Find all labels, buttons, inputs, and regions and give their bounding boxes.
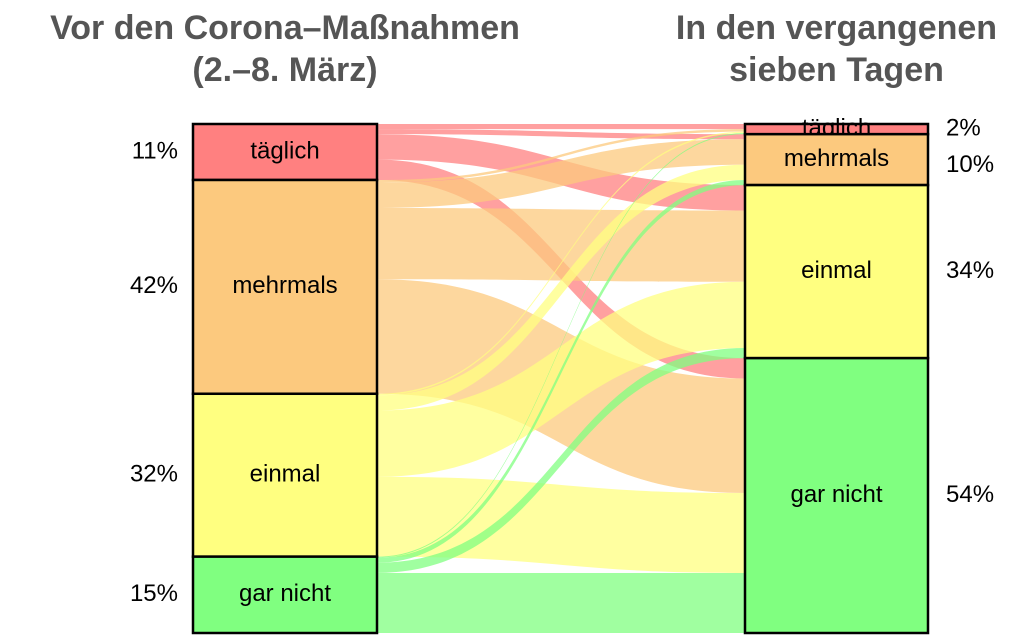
flow [377, 179, 745, 563]
value-label: 42% [130, 272, 178, 299]
stage-block [743, 132, 930, 187]
category-label: einmal [250, 461, 321, 488]
flow [377, 164, 745, 411]
stage-title: sieben Tagen [729, 51, 944, 89]
value-label: 15% [130, 580, 178, 607]
flow [377, 129, 745, 183]
flow [377, 347, 745, 573]
value-label: 10% [946, 151, 994, 178]
category-label: gar nicht [239, 580, 331, 607]
category-label: täglich [250, 137, 319, 164]
flow [377, 281, 745, 477]
flow [377, 572, 745, 633]
value-label: 2% [946, 114, 981, 141]
value-label: 11% [132, 137, 178, 164]
category-label: einmal [801, 257, 872, 284]
stage-title: (2.–8. März) [192, 51, 377, 89]
flow [377, 207, 745, 282]
stage-block [191, 122, 379, 182]
stage-block [743, 356, 930, 635]
flow [377, 131, 745, 396]
flow [377, 124, 745, 130]
flow [377, 139, 745, 208]
flow [377, 133, 745, 558]
stage-block [743, 183, 930, 360]
flows [377, 124, 745, 633]
category-label: gar nicht [790, 481, 882, 508]
category-label: mehrmals [784, 145, 889, 172]
value-label: 34% [946, 257, 994, 284]
value-label: 54% [946, 481, 994, 508]
value-label: 32% [130, 461, 178, 488]
stage-block [191, 555, 379, 635]
stage-title: Vor den Corona–Maßnahmen [50, 9, 520, 47]
category-label: mehrmals [232, 272, 337, 299]
stage-title: In den vergangenen [676, 9, 997, 47]
